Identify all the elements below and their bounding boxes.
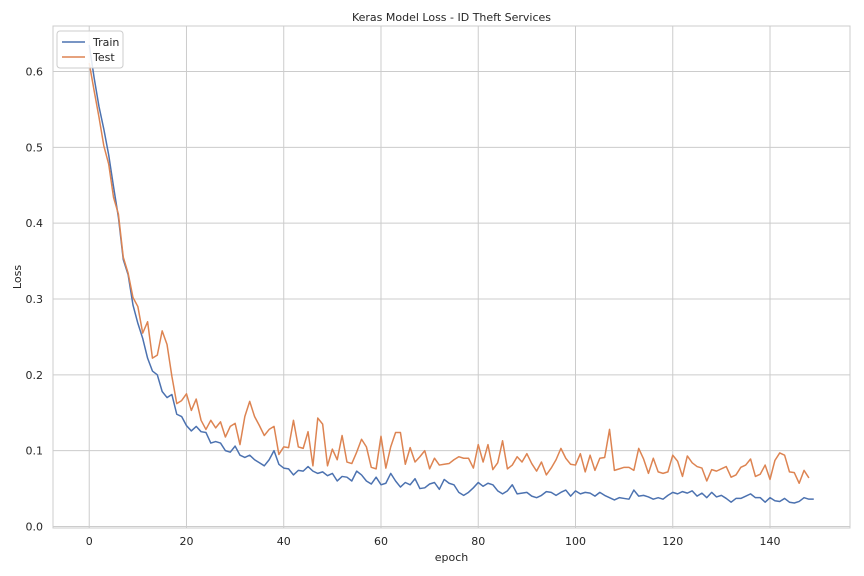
x-tick-label: 120 [662,535,683,548]
x-tick-label: 20 [179,535,193,548]
x-grid [88,26,771,528]
y-tick-label: 0.3 [26,293,44,306]
y-axis-label: Loss [11,265,24,289]
x-tick-label: 100 [565,535,586,548]
legend-train-label: Train [92,36,119,49]
plot-frame [52,25,851,529]
x-tick-label: 0 [86,535,93,548]
x-tick-labels: 0 20 40 60 80 100 120 140 [86,535,781,548]
chart-title: Keras Model Loss - ID Theft Services [352,11,551,24]
y-tick-labels: 0.0 0.1 0.2 0.3 0.4 0.5 0.6 [26,65,44,533]
y-tick-label: 0.4 [26,217,44,230]
y-grid [53,70,850,527]
test-loss-line [88,63,810,485]
plot-area [53,26,850,528]
train-loss-line [88,44,814,504]
y-tick-label: 0.5 [26,141,44,154]
x-tick-label: 80 [471,535,485,548]
series-lines [88,44,814,504]
legend: Train Test [56,30,124,69]
x-tick-label: 140 [760,535,781,548]
y-tick-label: 0.1 [26,445,44,458]
x-tick-label: 40 [277,535,291,548]
legend-test-label: Test [92,51,115,64]
y-tick-label: 0.2 [26,369,44,382]
legend-box [56,30,124,69]
y-tick-label: 0.0 [26,520,44,533]
x-axis-label: epoch [435,551,469,564]
x-tick-label: 60 [374,535,388,548]
y-tick-label: 0.6 [26,65,44,78]
